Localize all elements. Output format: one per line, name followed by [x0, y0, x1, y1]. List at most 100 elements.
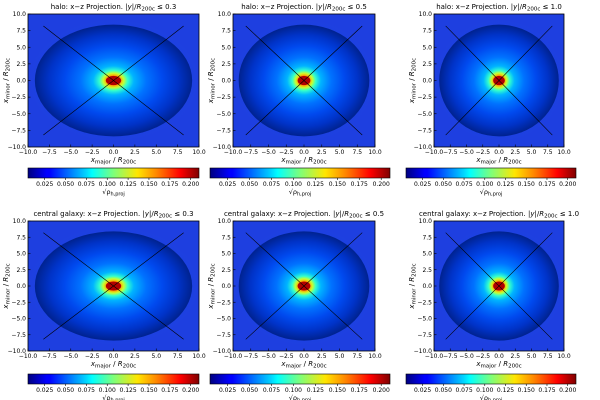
y-tick-label: −10.0	[414, 348, 433, 355]
y-tick-label: −10.0	[8, 348, 27, 355]
colorbar-tick-label: 0.075	[263, 387, 280, 394]
colorbar-tick-label: 0.075	[455, 387, 472, 394]
y-tick-label: −10.0	[213, 348, 232, 355]
panel-title: halo: x−z Projection. |y|/R200c ≤ 0.3	[51, 3, 177, 13]
colorbar-1: 0.025 0.050 0.075 0.100 0.125 0.150 0.175 0.200…	[27, 167, 199, 198]
y-tick-label: 0.0	[221, 283, 231, 290]
colorbar-4: 0.025 0.050 0.075 0.100 0.125 0.150 0.175 0.200…	[27, 373, 200, 400]
colorbar-tick-label: 0.200	[182, 387, 199, 394]
y-tick-label: −5.0	[11, 111, 26, 118]
y-tick-label: −7.5	[417, 332, 432, 339]
x-tick-label: 5.0	[527, 353, 537, 360]
colorbar-tick-label: 0.200	[373, 181, 390, 188]
x-tick-label: −7.5	[443, 149, 458, 156]
colorbar-tick-label: 0.125	[307, 387, 324, 394]
x-tick-label: 7.5	[173, 149, 183, 156]
y-tick-label: −10.0	[8, 144, 27, 151]
colorbar-tick-label: 0.150	[140, 387, 157, 394]
y-tick-label: −5.0	[417, 111, 432, 118]
y-tick-label: 7.5	[422, 28, 432, 35]
x-tick-label: 0.0	[109, 353, 119, 360]
y-tick-label: 2.5	[422, 267, 432, 274]
y-tick-label: 5.0	[221, 44, 231, 51]
x-tick-label: −10.0	[224, 149, 243, 156]
colorbar-tick-label: 0.075	[263, 181, 280, 188]
panel-5: −10.0 −7.5 −5.0 −2.5 0.0 2.5 5.0 7.5 10.0−10.0−7…	[207, 210, 384, 370]
y-axis-label: xminor / R200c	[2, 58, 12, 104]
colorbar-tick-label: 0.100	[285, 181, 302, 188]
y-tick-label: 0.0	[422, 283, 432, 290]
colorbar-tick-label: 0.100	[99, 181, 116, 188]
diagonal-line	[245, 25, 363, 136]
colorbar-label: √ρh,proj	[102, 394, 125, 400]
x-tick-label: −2.5	[279, 353, 294, 360]
y-tick-label: 10.0	[419, 11, 433, 18]
x-tick-label: 2.5	[510, 149, 520, 156]
y-tick-label: −7.5	[11, 332, 26, 339]
y-tick-label: 10.0	[218, 218, 232, 225]
colorbar-tick-label: 0.075	[78, 181, 95, 188]
colorbar-tick-label: 0.025	[36, 181, 53, 188]
x-tick-label: −5.0	[459, 353, 474, 360]
colorbar-tick-label: 0.050	[435, 181, 452, 188]
colorbar-tick-label: 0.175	[161, 181, 178, 188]
x-tick-label: 10.0	[368, 149, 382, 156]
x-tick-label: 0.0	[299, 353, 309, 360]
colorbar-tick-label: 0.125	[120, 387, 137, 394]
panel-6: −10.0 −7.5 −5.0 −2.5 0.0 2.5 5.0 7.5 10.0−10.0−7…	[408, 210, 579, 370]
x-tick-label: −7.5	[42, 353, 57, 360]
y-axis-label: xminor / R200c	[408, 263, 418, 309]
y-axis-label: xminor / R200c	[2, 263, 12, 309]
colorbar-tick-label: 0.075	[455, 181, 472, 188]
diagonal-line	[445, 25, 553, 136]
x-tick-label: 0.0	[109, 149, 119, 156]
x-tick-label: −5.0	[261, 353, 276, 360]
panel-title: central galaxy: x−z Projection. |y|/R200…	[224, 210, 384, 220]
x-tick-label: −5.0	[459, 149, 474, 156]
colorbar-tick-label: 0.025	[219, 387, 236, 394]
colorbar-tick-label: 0.125	[120, 181, 137, 188]
y-tick-label: 10.0	[419, 218, 433, 225]
y-tick-label: −7.5	[417, 127, 432, 134]
x-tick-label: 7.5	[543, 353, 553, 360]
colorbar-tick-label: 0.050	[57, 387, 74, 394]
x-tick-label: −7.5	[243, 353, 258, 360]
colorbar-tick-label: 0.200	[559, 387, 576, 394]
colorbar-tick-label: 0.200	[559, 181, 576, 188]
colorbar-tick-label: 0.200	[373, 387, 390, 394]
colorbar-tick-label: 0.100	[99, 387, 116, 394]
colorbar-tick-label: 0.050	[57, 181, 74, 188]
colorbar-tick-label: 0.025	[219, 181, 236, 188]
x-tick-label: −10.0	[224, 353, 243, 360]
x-tick-label: −5.0	[63, 353, 78, 360]
y-tick-label: 5.0	[16, 251, 26, 258]
colorbar-label: √ρh,proj	[289, 188, 312, 198]
panel-title: central galaxy: x−z Projection. |y|/R200…	[419, 210, 579, 220]
x-tick-label: 5.0	[151, 353, 161, 360]
y-tick-label: −10.0	[213, 144, 232, 151]
colorbar-gradient	[27, 373, 200, 385]
panel-title: central galaxy: x−z Projection. |y|/R200…	[33, 210, 193, 220]
x-tick-label: 2.5	[130, 149, 140, 156]
colorbar-tick-label: 0.175	[538, 181, 555, 188]
x-tick-label: −10.0	[19, 353, 38, 360]
x-tick-label: 10.0	[557, 353, 571, 360]
x-tick-label: −10.0	[19, 149, 38, 156]
x-axis-label: xmajor / R200c	[475, 360, 521, 370]
x-tick-label: 2.5	[317, 353, 327, 360]
panel-title: halo: x−z Projection. |y|/R200c ≤ 0.5	[241, 3, 367, 13]
y-tick-label: 2.5	[221, 61, 231, 68]
y-tick-label: −7.5	[216, 332, 231, 339]
y-tick-label: −5.0	[11, 316, 26, 323]
x-tick-label: 5.0	[335, 149, 345, 156]
colorbar-tick-label: 0.075	[78, 387, 95, 394]
y-tick-label: 0.0	[16, 283, 26, 290]
x-tick-label: 10.0	[192, 149, 206, 156]
y-tick-label: 7.5	[16, 28, 26, 35]
x-tick-label: 7.5	[352, 149, 362, 156]
colorbar-tick-label: 0.025	[36, 387, 53, 394]
colorbar-tick-label: 0.125	[497, 387, 514, 394]
y-tick-label: −7.5	[216, 127, 231, 134]
x-tick-label: 10.0	[557, 149, 571, 156]
x-tick-label: −7.5	[42, 149, 57, 156]
